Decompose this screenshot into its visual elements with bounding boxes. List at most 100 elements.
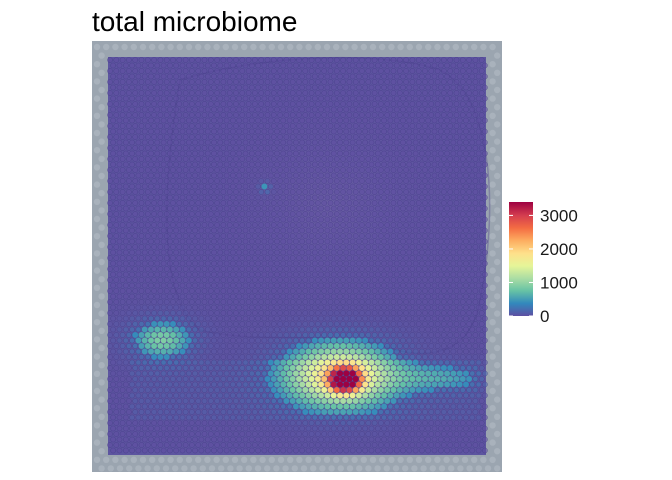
spot	[141, 392, 148, 399]
spot	[441, 244, 447, 250]
spot	[299, 117, 306, 124]
spot	[201, 134, 208, 140]
spot	[296, 310, 302, 316]
spot	[141, 216, 148, 223]
spot	[204, 436, 211, 443]
spot	[365, 68, 372, 74]
spot	[384, 68, 391, 74]
spot	[141, 403, 148, 410]
spot	[393, 337, 400, 344]
spot	[252, 189, 258, 195]
spot	[387, 106, 394, 113]
spot	[419, 106, 425, 113]
spot	[352, 211, 359, 217]
spot	[264, 101, 271, 107]
spot	[453, 365, 460, 371]
spot	[374, 161, 381, 168]
spot	[462, 370, 470, 377]
spot	[422, 211, 428, 217]
spot	[233, 189, 239, 195]
spot	[214, 79, 220, 85]
spot	[453, 277, 460, 283]
spot	[192, 282, 198, 289]
spot	[185, 315, 192, 322]
spot	[276, 375, 284, 383]
spot	[314, 353, 322, 361]
spot	[173, 315, 180, 322]
spot	[122, 414, 129, 421]
spot	[119, 442, 126, 448]
spot	[245, 332, 252, 338]
spot	[255, 381, 261, 388]
spot	[138, 57, 145, 63]
spot	[185, 304, 192, 311]
spot	[135, 216, 142, 223]
spot	[324, 128, 331, 135]
spot	[217, 62, 224, 69]
spot	[170, 409, 176, 415]
spot	[141, 238, 148, 245]
spot	[160, 194, 167, 201]
spot	[450, 172, 457, 179]
spot	[132, 189, 139, 195]
spot	[368, 392, 375, 399]
spot	[135, 304, 142, 311]
spot	[472, 200, 479, 206]
spot	[211, 326, 217, 333]
spot	[318, 425, 324, 432]
spot	[135, 161, 142, 168]
spot	[204, 359, 211, 366]
spot	[248, 95, 255, 102]
spot	[167, 359, 173, 366]
spot	[286, 161, 293, 168]
spot	[163, 145, 170, 151]
spot	[192, 326, 198, 333]
spot	[126, 299, 132, 305]
spot	[419, 326, 425, 333]
spot	[302, 442, 309, 448]
spot	[122, 139, 129, 146]
spot	[403, 255, 409, 261]
spot	[252, 387, 258, 393]
spot	[239, 266, 246, 272]
spot	[305, 139, 312, 146]
spot	[160, 139, 167, 146]
spot	[293, 183, 299, 190]
slide-dot	[199, 465, 206, 472]
spot	[144, 79, 151, 85]
spot	[261, 205, 268, 212]
spot	[274, 414, 280, 421]
spot	[447, 134, 454, 140]
spot	[305, 403, 312, 410]
spot	[419, 348, 425, 355]
slide-dot	[126, 465, 133, 472]
spot	[267, 271, 274, 278]
spot	[138, 255, 145, 261]
spot	[189, 178, 195, 184]
spot	[359, 189, 365, 195]
spot	[371, 442, 378, 448]
spot	[157, 134, 164, 140]
spot	[400, 172, 406, 179]
spot	[359, 178, 365, 184]
spot	[472, 101, 479, 107]
spot	[428, 145, 435, 151]
spot	[223, 161, 230, 168]
spot	[138, 365, 145, 371]
spot	[463, 172, 469, 179]
spot	[343, 403, 350, 410]
spot	[274, 172, 280, 179]
spot	[453, 134, 460, 140]
spot	[377, 397, 385, 405]
spot	[402, 364, 410, 372]
spot	[293, 293, 299, 300]
spot	[352, 189, 359, 195]
spot	[264, 365, 271, 371]
spot	[296, 200, 302, 206]
spot	[390, 431, 397, 437]
spot	[157, 277, 164, 283]
spot	[412, 194, 419, 201]
spot	[214, 244, 220, 250]
spot	[400, 95, 406, 102]
spot	[201, 387, 208, 393]
